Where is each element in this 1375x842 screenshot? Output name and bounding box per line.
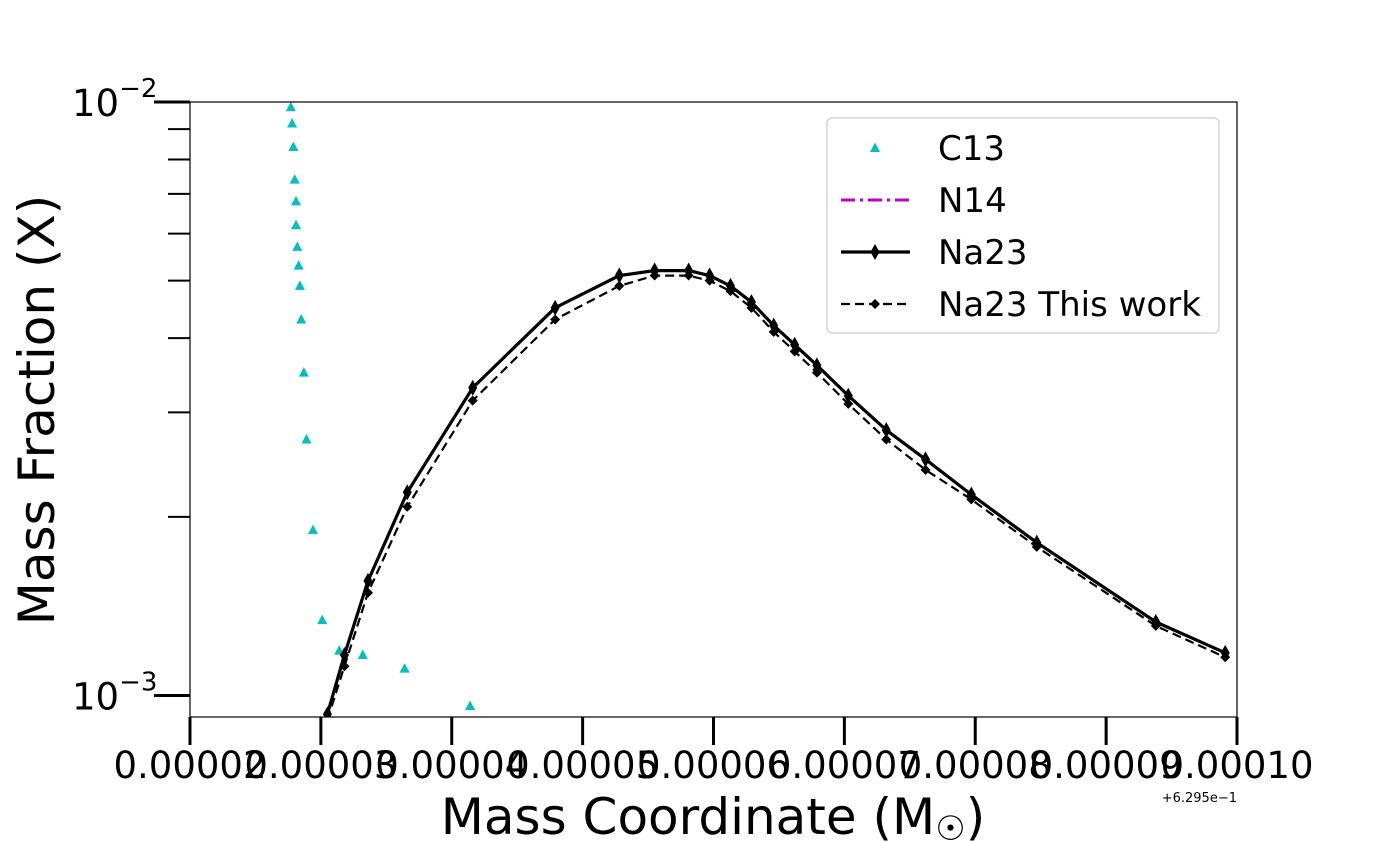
legend-item-na23-this-work: Na23 This work	[841, 285, 1201, 325]
data-point-c13	[291, 195, 302, 206]
x-tick-label: 0.00002	[113, 744, 266, 787]
x-axis-label: Mass Coordinate (M☉)	[441, 788, 985, 842]
plot-area	[285, 102, 1231, 717]
data-point-na23	[550, 299, 560, 316]
data-point-na23-this-work	[649, 270, 660, 281]
legend-marker	[870, 299, 880, 309]
data-point-c13	[292, 241, 303, 251]
data-point-na23-this-work	[843, 398, 854, 409]
legend-label: Na23 This work	[938, 285, 1201, 325]
legend-label: N14	[938, 181, 1007, 221]
series-na23-this-work	[325, 270, 1231, 717]
data-point-na23-this-work	[550, 314, 561, 325]
legend-marker	[870, 142, 880, 152]
data-point-na23-this-work	[1031, 541, 1042, 552]
data-point-na23-this-work	[881, 434, 892, 445]
data-point-na23-this-work	[920, 464, 931, 475]
legend-marker	[870, 244, 880, 260]
x-tick-label: 0.00004	[375, 744, 528, 787]
data-point-c13	[308, 524, 319, 535]
x-tick-label: 0.00009	[1030, 744, 1183, 787]
data-point-na23-this-work	[1150, 620, 1161, 631]
legend-label: Na23	[938, 233, 1028, 273]
data-point-c13	[288, 141, 299, 151]
data-point-na23	[921, 451, 931, 468]
x-offset-label: +6.295e−1	[1162, 791, 1237, 806]
series-c13	[285, 102, 476, 711]
y-tick-label: 10−2	[72, 74, 157, 125]
data-point-c13	[465, 700, 476, 711]
data-point-na23-this-work	[614, 280, 625, 291]
y-axis-label: Mass Fraction (X)	[8, 195, 66, 626]
legend-item-n14: N14	[841, 181, 1007, 221]
data-point-na23-this-work	[402, 501, 413, 512]
legend: C13 N14 Na23 Na23 This work	[826, 117, 1220, 334]
data-point-na23-this-work	[339, 661, 350, 672]
series-line-na23	[325, 269, 1226, 715]
data-point-na23-this-work	[725, 286, 736, 297]
data-point-na23-this-work	[683, 270, 694, 281]
data-point-c13	[296, 314, 307, 324]
data-point-c13	[291, 219, 302, 230]
data-point-na23	[881, 422, 891, 439]
x-tick-label: 0.00005	[506, 744, 659, 787]
legend-box	[826, 117, 1220, 334]
x-tick-label: 0.00007	[768, 744, 921, 787]
x-tick-label: 0.00010	[1160, 744, 1313, 787]
data-point-na23-this-work	[746, 302, 757, 313]
data-point-na23-this-work	[811, 367, 822, 378]
data-point-c13	[317, 614, 328, 625]
data-point-na23-this-work	[325, 714, 330, 717]
data-point-na23-this-work	[704, 275, 715, 286]
legend-item-c13: C13	[870, 129, 1005, 169]
data-point-na23-this-work	[467, 395, 478, 406]
x-tick-label: 0.00008	[899, 744, 1052, 787]
y-tick-label: 10−3	[72, 668, 157, 719]
legend-label: C13	[938, 129, 1005, 169]
data-point-na23	[843, 387, 853, 404]
data-point-c13	[294, 280, 305, 290]
data-point-na23-this-work	[966, 494, 977, 505]
data-point-na23-this-work	[768, 326, 779, 337]
data-point-c13	[287, 117, 298, 128]
data-point-c13	[399, 663, 410, 673]
data-point-na23	[402, 484, 412, 501]
data-point-c13	[298, 367, 309, 377]
data-point-na23	[614, 267, 624, 284]
data-point-na23	[468, 379, 478, 396]
data-point-c13	[293, 260, 304, 270]
legend-item-na23: Na23	[841, 233, 1028, 273]
data-point-c13	[301, 433, 312, 444]
axes: 0.000020.000030.000040.000050.000060.000…	[72, 74, 1314, 787]
x-tick-label: 0.00003	[244, 744, 397, 787]
data-point-na23	[363, 572, 373, 589]
data-point-c13	[285, 102, 296, 112]
data-point-na23-this-work	[362, 587, 373, 598]
data-point-na23-this-work	[789, 346, 800, 357]
data-point-c13	[357, 649, 368, 660]
x-tick-label: 0.00006	[637, 744, 790, 787]
series-line-na23-this-work	[327, 274, 1226, 717]
data-point-c13	[289, 174, 300, 184]
data-point-na23-this-work	[1220, 652, 1231, 663]
